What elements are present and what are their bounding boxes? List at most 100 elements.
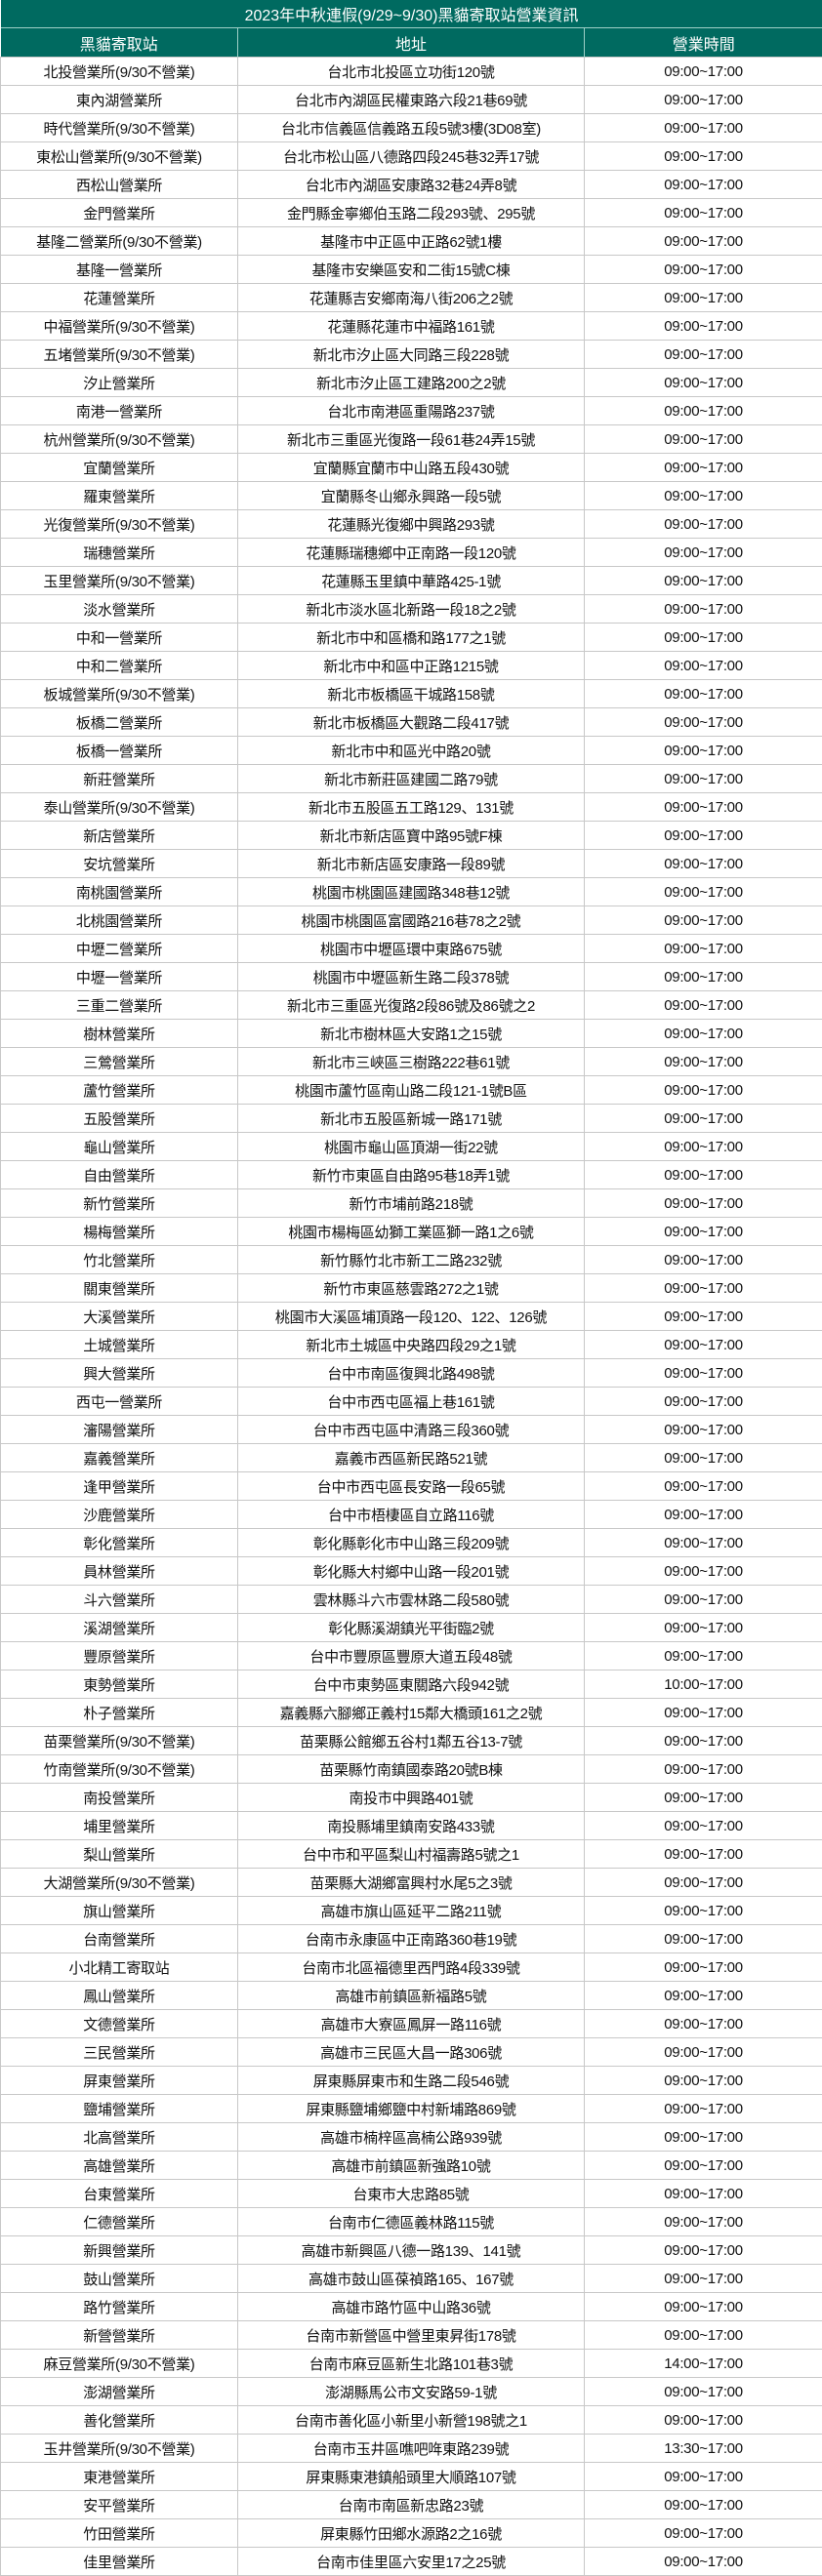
business-hours: 09:00~17:00 bbox=[583, 255, 822, 284]
table-row: 龜山營業所 桃園市龜山區頂湖一街22號 09:00~17:00 bbox=[0, 1132, 822, 1161]
station-address: 高雄市楠梓區高楠公路939號 bbox=[237, 2122, 585, 2152]
station-address: 桃園市龜山區頂湖一街22號 bbox=[237, 1132, 585, 1161]
station-address: 新北市五股區五工路129、131號 bbox=[237, 792, 585, 822]
station-name: 東內湖營業所 bbox=[0, 85, 238, 114]
table-row: 大湖營業所(9/30不營業) 苗栗縣大湖鄉富興村水尾5之3號 09:00~17:00 bbox=[0, 1868, 822, 1897]
table-row: 基隆二營業所(9/30不營業) 基隆市中正區中正路62號1樓 09:00~17:00 bbox=[0, 226, 822, 256]
table-row: 彰化營業所 彰化縣彰化市中山路三段209號 09:00~17:00 bbox=[0, 1528, 822, 1557]
station-name: 淡水營業所 bbox=[0, 594, 238, 624]
business-hours: 09:00~17:00 bbox=[583, 1613, 822, 1642]
station-name: 興大營業所 bbox=[0, 1358, 238, 1388]
station-name: 高雄營業所 bbox=[0, 2151, 238, 2180]
business-hours: 09:00~17:00 bbox=[583, 736, 822, 765]
table-row: 關東營業所 新竹市東區慈雲路272之1號 09:00~17:00 bbox=[0, 1273, 822, 1303]
station-address: 苗栗縣竹南鎮國泰路20號B棟 bbox=[237, 1754, 585, 1784]
business-hours: 09:00~17:00 bbox=[583, 2122, 822, 2152]
business-hours: 09:00~17:00 bbox=[583, 1924, 822, 1953]
station-name: 三鶯營業所 bbox=[0, 1047, 238, 1076]
station-address: 彰化縣大村鄉中山路一段201號 bbox=[237, 1556, 585, 1586]
business-hours: 09:00~17:00 bbox=[583, 1443, 822, 1472]
station-name: 新興營業所 bbox=[0, 2235, 238, 2265]
table-row: 竹北營業所 新竹縣竹北市新工二路232號 09:00~17:00 bbox=[0, 1245, 822, 1274]
station-address: 新北市樹林區大安路1之15號 bbox=[237, 1019, 585, 1048]
table-row: 旗山營業所 高雄市旗山區延平二路211號 09:00~17:00 bbox=[0, 1896, 822, 1925]
business-hours: 09:00~17:00 bbox=[583, 1047, 822, 1076]
station-name: 安坑營業所 bbox=[0, 849, 238, 878]
station-address: 新北市新莊區建國二路79號 bbox=[237, 764, 585, 793]
table-row: 花蓮營業所 花蓮縣吉安鄉南海八街206之2號 09:00~17:00 bbox=[0, 283, 822, 312]
station-address: 台北市南港區重陽路237號 bbox=[237, 396, 585, 425]
station-address: 澎湖縣馬公市文安路59-1號 bbox=[237, 2377, 585, 2406]
business-hours: 09:00~17:00 bbox=[583, 2547, 822, 2576]
station-address: 高雄市新興區八德一路139、141號 bbox=[237, 2235, 585, 2265]
business-hours: 09:00~17:00 bbox=[583, 1273, 822, 1303]
table-row: 西屯一營業所 台中市西屯區福上巷161號 09:00~17:00 bbox=[0, 1387, 822, 1416]
station-address: 台南市南區新忠路23號 bbox=[237, 2490, 585, 2519]
station-address: 南投市中興路401號 bbox=[237, 1783, 585, 1812]
business-hours: 09:00~17:00 bbox=[583, 226, 822, 256]
business-hours: 09:00~17:00 bbox=[583, 113, 822, 142]
station-name: 鼓山營業所 bbox=[0, 2264, 238, 2293]
table-row: 安坑營業所 新北市新店區安康路一段89號 09:00~17:00 bbox=[0, 849, 822, 878]
station-name: 南投營業所 bbox=[0, 1783, 238, 1812]
table-row: 瑞穗營業所 花蓮縣瑞穗鄉中正南路一段120號 09:00~17:00 bbox=[0, 538, 822, 567]
table-row: 小北精工寄取站 台南市北區福德里西門路4段339號 09:00~17:00 bbox=[0, 1952, 822, 1982]
station-name: 大溪營業所 bbox=[0, 1302, 238, 1331]
table-row: 南港一營業所 台北市南港區重陽路237號 09:00~17:00 bbox=[0, 396, 822, 425]
station-name: 五股營業所 bbox=[0, 1104, 238, 1133]
business-hours: 09:00~17:00 bbox=[583, 198, 822, 227]
station-address: 高雄市前鎮區新福路5號 bbox=[237, 1981, 585, 2010]
station-address: 新北市新店區寶中路95號F棟 bbox=[237, 821, 585, 850]
station-address: 新北市中和區中正路1215號 bbox=[237, 651, 585, 680]
business-hours: 09:00~17:00 bbox=[583, 2405, 822, 2435]
table-row: 土城營業所 新北市土城區中央路四段29之1號 09:00~17:00 bbox=[0, 1330, 822, 1359]
station-name: 逢甲營業所 bbox=[0, 1471, 238, 1501]
business-hours: 09:00~17:00 bbox=[583, 849, 822, 878]
business-hours: 09:00~17:00 bbox=[583, 1358, 822, 1388]
station-address: 新竹縣竹北市新工二路232號 bbox=[237, 1245, 585, 1274]
station-address: 台中市西屯區中清路三段360號 bbox=[237, 1415, 585, 1444]
station-name: 麻豆營業所(9/30不營業) bbox=[0, 2349, 238, 2378]
station-address: 彰化縣溪湖鎮光平街臨2號 bbox=[237, 1613, 585, 1642]
table-row: 埔里營業所 南投縣埔里鎮南安路433號 09:00~17:00 bbox=[0, 1811, 822, 1840]
station-name: 玉里營業所(9/30不營業) bbox=[0, 566, 238, 595]
station-name: 沙鹿營業所 bbox=[0, 1500, 238, 1529]
station-address: 新竹市東區自由路95巷18弄1號 bbox=[237, 1160, 585, 1189]
business-hours: 09:00~17:00 bbox=[583, 85, 822, 114]
table-row: 梨山營業所 台中市和平區梨山村福壽路5號之1 09:00~17:00 bbox=[0, 1839, 822, 1869]
station-name: 龜山營業所 bbox=[0, 1132, 238, 1161]
business-hours: 09:00~17:00 bbox=[583, 2462, 822, 2491]
column-header-station: 黑貓寄取站 bbox=[0, 27, 238, 58]
table-row: 鼓山營業所 高雄市鼓山區葆禎路165、167號 09:00~17:00 bbox=[0, 2264, 822, 2293]
station-name: 杭州營業所(9/30不營業) bbox=[0, 424, 238, 454]
station-address: 高雄市前鎮區新強路10號 bbox=[237, 2151, 585, 2180]
station-address: 新北市中和區橋和路177之1號 bbox=[237, 623, 585, 652]
station-name: 蘆竹營業所 bbox=[0, 1075, 238, 1105]
station-name: 彰化營業所 bbox=[0, 1528, 238, 1557]
table-row: 台南營業所 台南市永康區中正南路360巷19號 09:00~17:00 bbox=[0, 1924, 822, 1953]
table-row: 東內湖營業所 台北市內湖區民權東路六段21巷69號 09:00~17:00 bbox=[0, 85, 822, 114]
column-header-hours: 營業時間 bbox=[584, 27, 822, 58]
station-address: 高雄市鼓山區葆禎路165、167號 bbox=[237, 2264, 585, 2293]
business-hours: 09:00~17:00 bbox=[583, 2518, 822, 2548]
station-name: 光復營業所(9/30不營業) bbox=[0, 509, 238, 539]
business-hours: 09:00~17:00 bbox=[583, 1783, 822, 1812]
station-address: 台南市北區福德里西門路4段339號 bbox=[237, 1952, 585, 1982]
station-address: 桃園市桃園區富國路216巷78之2號 bbox=[237, 906, 585, 935]
business-hours: 09:00~17:00 bbox=[583, 1019, 822, 1048]
table-row: 文德營業所 高雄市大寮區鳳屏一路116號 09:00~17:00 bbox=[0, 2009, 822, 2038]
station-name: 東松山營業所(9/30不營業) bbox=[0, 141, 238, 171]
station-address: 新北市土城區中央路四段29之1號 bbox=[237, 1330, 585, 1359]
station-address: 桃園市大溪區埔頂路一段120、122、126號 bbox=[237, 1302, 585, 1331]
business-hours: 09:00~17:00 bbox=[583, 1217, 822, 1246]
table-row: 高雄營業所 高雄市前鎮區新強路10號 09:00~17:00 bbox=[0, 2151, 822, 2180]
table-row: 三重二營業所 新北市三重區光復路2段86號及86號之2 09:00~17:00 bbox=[0, 990, 822, 1020]
table-row: 新竹營業所 新竹市埔前路218號 09:00~17:00 bbox=[0, 1188, 822, 1218]
station-address: 苗栗縣大湖鄉富興村水尾5之3號 bbox=[237, 1868, 585, 1897]
business-hours: 09:00~17:00 bbox=[583, 962, 822, 991]
business-hours: 09:00~17:00 bbox=[583, 1415, 822, 1444]
business-hours: 13:30~17:00 bbox=[583, 2434, 822, 2463]
station-name: 斗六營業所 bbox=[0, 1585, 238, 1614]
table-row: 三民營業所 高雄市三民區大昌一路306號 09:00~17:00 bbox=[0, 2037, 822, 2067]
station-address: 桃園市中壢區新生路二段378號 bbox=[237, 962, 585, 991]
